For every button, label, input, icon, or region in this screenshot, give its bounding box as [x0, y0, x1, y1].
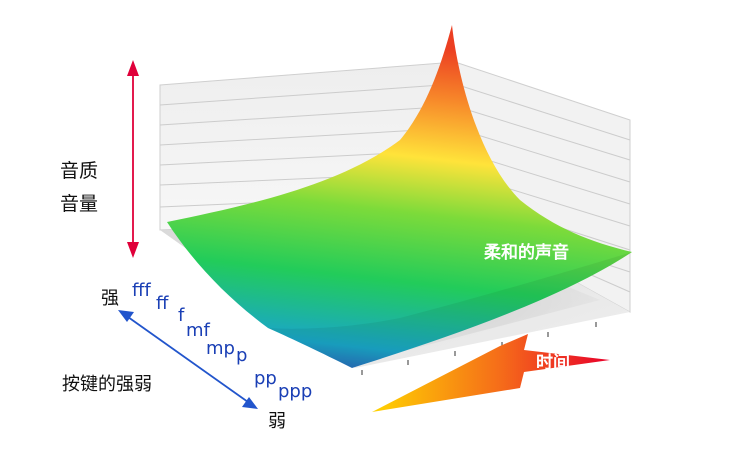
label-weak: 弱	[268, 411, 286, 432]
quality-volume-arrow	[127, 60, 139, 258]
surface-depth-band	[268, 252, 632, 368]
dynamic-fff: fff	[132, 280, 151, 301]
dynamic-ppp: ppp	[278, 381, 312, 402]
dynamic-pp: pp	[254, 368, 277, 389]
label-volume: 音量	[60, 193, 98, 215]
touch-strength-arrow	[118, 310, 258, 409]
dynamic-mp: mp	[206, 338, 235, 359]
dynamics-markings: fff ff f mf mp p pp ppp	[132, 280, 312, 402]
label-quality: 音质	[60, 160, 98, 182]
dynamic-p: p	[236, 345, 247, 366]
label-strong: 强	[101, 288, 119, 309]
dynamic-mf: mf	[186, 320, 211, 341]
label-time: 时间	[536, 352, 570, 373]
dynamic-ff: ff	[156, 293, 169, 314]
sound-surface	[167, 25, 632, 368]
time-arrow	[372, 334, 610, 412]
dynamic-f: f	[178, 305, 185, 326]
label-soft-sound: 柔和的声音	[484, 242, 569, 263]
label-touch-strength: 按键的强弱	[62, 374, 152, 395]
